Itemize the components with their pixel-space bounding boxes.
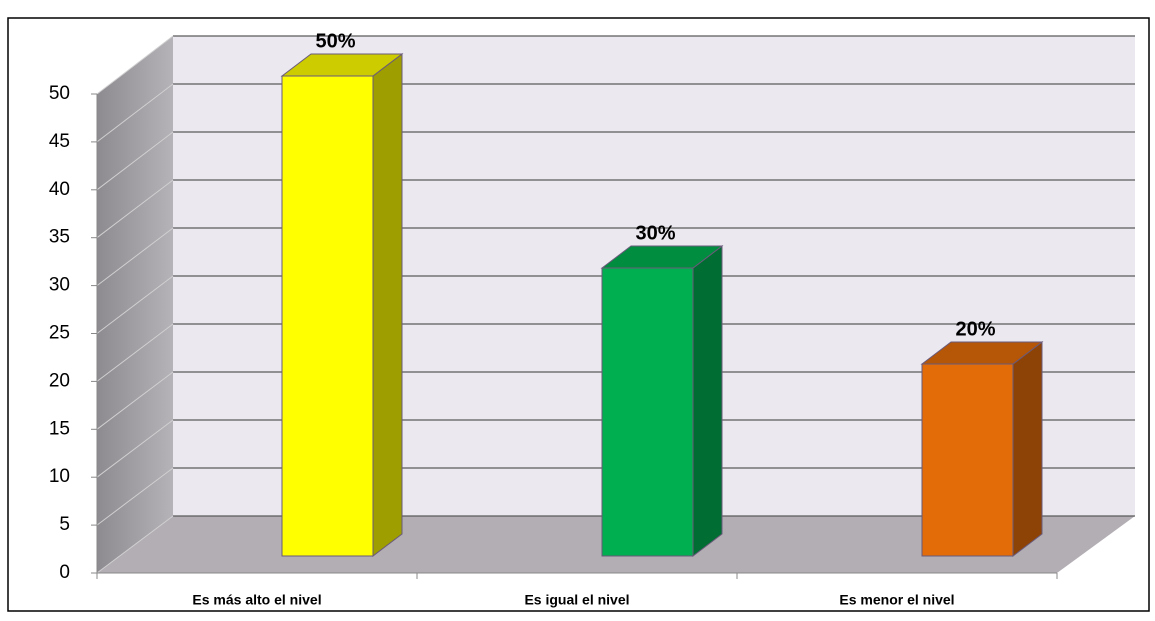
grid-line: [96, 35, 174, 95]
y-tick-label: 0: [59, 562, 70, 583]
grid-line: [96, 275, 174, 334]
y-tick-label: 25: [49, 323, 70, 344]
grid-line: [96, 467, 174, 526]
bar: [921, 363, 1014, 557]
bar-side: [372, 52, 403, 558]
y-tick-label: 5: [59, 514, 70, 535]
value-label: 20%: [955, 318, 995, 340]
y-tick-label: 45: [49, 131, 70, 152]
bar: [281, 75, 374, 557]
x-tick-label: Es más alto el nivel: [192, 592, 321, 608]
y-tick-label: 30: [49, 275, 70, 296]
value-label: 30%: [635, 222, 675, 244]
x-tick-label: Es menor el nivel: [839, 592, 954, 608]
grid-line: [96, 323, 174, 382]
bar: [601, 267, 694, 557]
y-tick-label: 10: [49, 466, 70, 487]
y-tick-label: 50: [49, 83, 70, 104]
value-label: 50%: [315, 30, 355, 52]
y-tick-label: 40: [49, 179, 70, 200]
grid-line: [96, 227, 174, 286]
x-tick-label: Es igual el nivel: [524, 592, 629, 608]
grid-line: [96, 515, 174, 574]
grid-line: [96, 371, 174, 430]
y-tick-label: 20: [49, 370, 70, 391]
grid-line: [96, 83, 174, 143]
grid-line: [96, 179, 174, 239]
grid-line: [96, 419, 174, 478]
y-tick-label: 15: [49, 418, 70, 439]
bar-side: [1012, 340, 1043, 558]
bar-side: [692, 244, 723, 558]
grid-line: [96, 131, 174, 191]
y-tick-label: 35: [49, 227, 70, 248]
